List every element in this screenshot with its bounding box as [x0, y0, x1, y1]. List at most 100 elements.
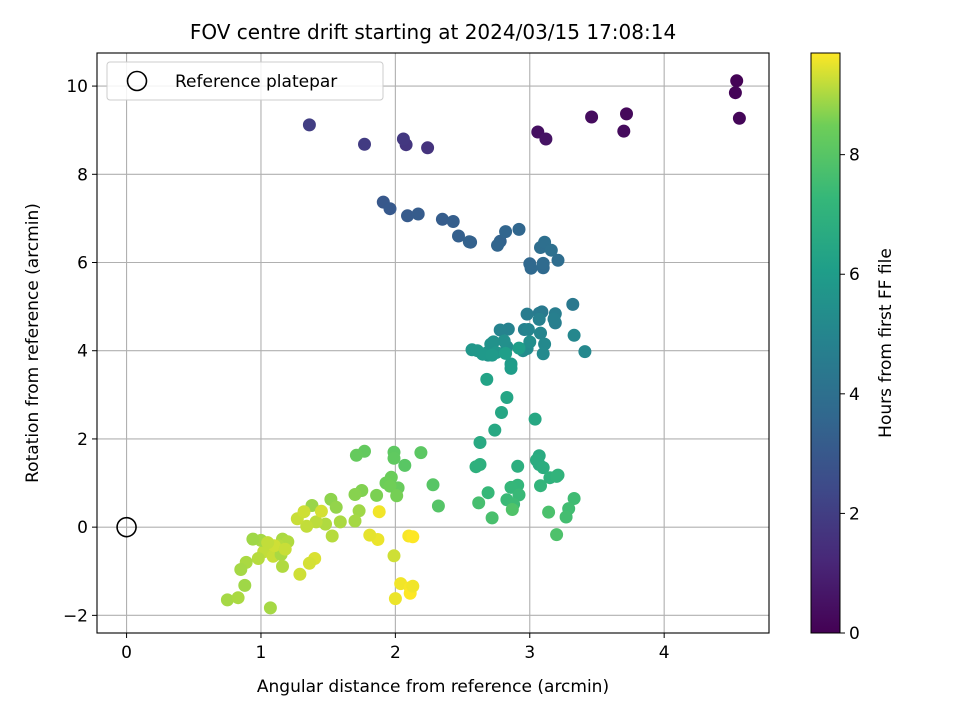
- data-point: [505, 503, 519, 516]
- data-point: [390, 489, 404, 503]
- data-point: [497, 334, 511, 348]
- data-point: [414, 446, 428, 460]
- data-point: [370, 488, 384, 502]
- y-tick-label: 2: [77, 430, 88, 450]
- data-point: [446, 215, 460, 228]
- data-point: [521, 323, 535, 336]
- data-point: [302, 118, 316, 132]
- data-point: [730, 74, 744, 88]
- data-point: [547, 312, 561, 326]
- data-point: [278, 542, 292, 556]
- data-point: [511, 459, 525, 473]
- data-point: [333, 515, 347, 529]
- data-point: [476, 347, 490, 361]
- data-point: [585, 110, 599, 124]
- data-point: [523, 335, 537, 349]
- legend-entry-reference: Reference platepar: [175, 72, 337, 92]
- data-point: [566, 297, 580, 311]
- reference-point: [116, 516, 137, 538]
- grid-lines: [97, 53, 769, 633]
- data-point: [238, 578, 252, 592]
- data-point: [300, 519, 314, 533]
- data-point: [512, 341, 526, 355]
- data-point: [372, 505, 386, 519]
- data-point: [495, 406, 508, 419]
- data-point: [396, 132, 410, 146]
- y-tick-label: 6: [77, 254, 88, 274]
- data-point: [567, 328, 581, 342]
- data-point: [348, 488, 362, 501]
- x-tick-label: 3: [524, 643, 535, 663]
- colorbar-tick-label: 6: [849, 265, 860, 285]
- data-point: [550, 528, 564, 542]
- data-point: [387, 549, 401, 563]
- data-point: [358, 137, 371, 151]
- data-point: [536, 347, 550, 361]
- x-tick-label: 1: [256, 643, 267, 663]
- data-point: [488, 423, 502, 437]
- data-point: [578, 345, 592, 359]
- data-point: [387, 451, 401, 465]
- data-point: [481, 486, 495, 500]
- data-point: [246, 532, 260, 546]
- data-point: [388, 592, 402, 606]
- data-point: [480, 372, 494, 386]
- data-point: [536, 256, 550, 270]
- data-point: [512, 222, 526, 236]
- data-point: [435, 212, 449, 226]
- data-point: [538, 337, 552, 351]
- data-point: [524, 261, 538, 275]
- data-point: [383, 479, 397, 493]
- y-tick-label: 10: [66, 77, 88, 97]
- x-tick-label: 0: [121, 643, 132, 663]
- y-axis-ticks: −2 0 2 4 6 8 10: [63, 77, 97, 626]
- colorbar-tick-label: 2: [849, 504, 860, 524]
- colorbar-tick-label: 0: [849, 624, 860, 644]
- data-point: [302, 556, 316, 570]
- legend-reference-marker: [126, 70, 148, 92]
- data-point: [520, 307, 534, 321]
- data-point: [493, 323, 507, 337]
- data-point: [383, 202, 397, 216]
- y-axis-label: Rotation from reference (arcmin): [23, 203, 43, 483]
- data-point: [276, 559, 289, 573]
- data-point: [539, 132, 553, 146]
- data-point: [234, 563, 248, 576]
- data-point: [348, 514, 362, 528]
- y-tick-label: 0: [77, 518, 88, 538]
- data-point: [551, 253, 565, 267]
- colorbar-tick-label: 8: [849, 146, 860, 166]
- data-point: [314, 504, 328, 518]
- data-point: [263, 601, 277, 615]
- scatter-points: [220, 74, 746, 615]
- data-point: [325, 529, 339, 543]
- data-point: [491, 238, 504, 252]
- data-point: [500, 391, 514, 404]
- data-point: [231, 591, 245, 605]
- y-tick-label: −2: [63, 606, 88, 626]
- data-point: [485, 348, 499, 362]
- x-axis-label: Angular distance from reference (arcmin): [257, 677, 609, 697]
- reference-marker: [116, 516, 137, 538]
- data-point: [534, 326, 547, 340]
- data-point: [617, 124, 631, 138]
- data-point: [550, 469, 564, 483]
- y-tick-label: 8: [77, 165, 88, 185]
- data-point: [542, 505, 556, 519]
- data-point: [426, 478, 440, 492]
- data-point: [485, 511, 499, 525]
- data-point: [504, 361, 518, 375]
- data-point: [469, 460, 483, 474]
- data-point: [406, 530, 420, 544]
- colorbar: 0 2 4 6 8 Hours from first FF file: [810, 52, 896, 644]
- data-point: [352, 504, 366, 518]
- colorbar-ticks: 0 2 4 6 8: [840, 146, 860, 644]
- legend-box: [106, 61, 384, 101]
- chart-title: FOV centre drift starting at 2024/03/15 …: [190, 20, 676, 44]
- data-point: [528, 412, 542, 426]
- y-tick-label: 4: [77, 342, 88, 362]
- data-point: [329, 500, 343, 514]
- x-tick-label: 2: [390, 643, 401, 663]
- x-tick-label: 4: [659, 643, 670, 663]
